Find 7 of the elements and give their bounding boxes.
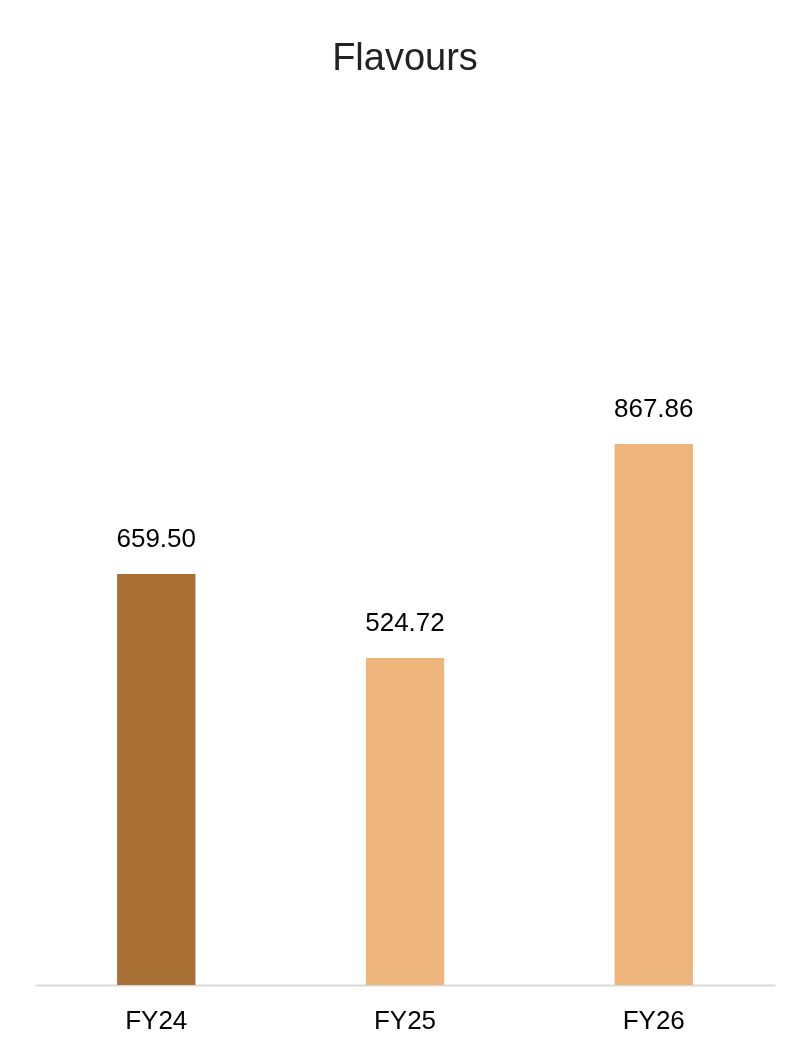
chart-title: Flavours (332, 36, 478, 78)
x-tick-label: FY24 (125, 1004, 188, 1035)
x-tick-label: FY26 (622, 1004, 685, 1035)
data-label: 659.50 (116, 522, 197, 553)
data-label: 524.72 (365, 606, 445, 637)
data-label: 867.86 (613, 393, 694, 423)
x-tick-label: FY25 (373, 1004, 437, 1035)
